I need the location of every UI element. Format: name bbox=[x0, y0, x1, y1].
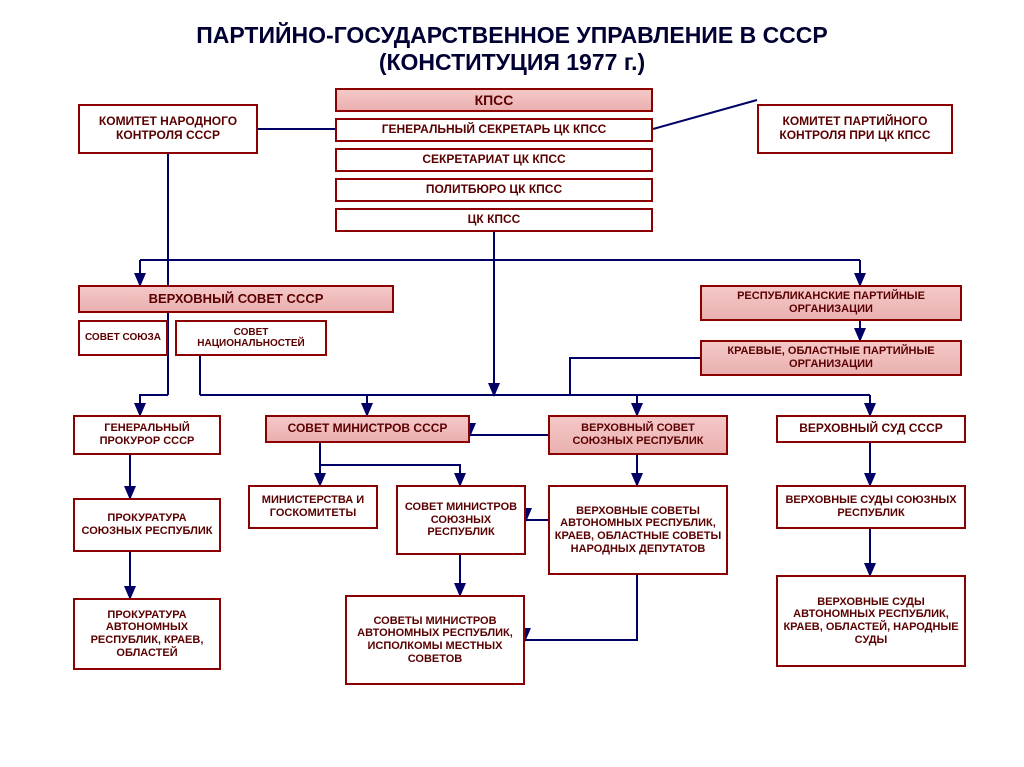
node-vsudsr: ВЕРХОВНЫЕ СУДЫ СОЮЗНЫХ РЕСПУБЛИК bbox=[776, 485, 966, 529]
node-genpr: ГЕНЕРАЛЬНЫЙ ПРОКУРОР СССР bbox=[73, 415, 221, 455]
title-line1: ПАРТИЙНО-ГОСУДАРСТВЕННОЕ УПРАВЛЕНИЕ В СС… bbox=[0, 22, 1024, 49]
node-mingk: МИНИСТЕРСТВА И ГОСКОМИТЕТЫ bbox=[248, 485, 378, 529]
node-smsr: СОВЕТ МИНИСТРОВ СОЮЗНЫХ РЕСПУБЛИК bbox=[396, 485, 526, 555]
node-kpss: КПСС bbox=[335, 88, 653, 112]
node-sovmin: СОВЕТ МИНИСТРОВ СССР bbox=[265, 415, 470, 443]
edge bbox=[570, 358, 700, 395]
node-kopo: КРАЕВЫЕ, ОБЛАСТНЫЕ ПАРТИЙНЫЕ ОРГАНИЗАЦИИ bbox=[700, 340, 962, 376]
edge bbox=[653, 100, 757, 129]
node-smar: СОВЕТЫ МИНИСТРОВ АВТОНОМНЫХ РЕСПУБЛИК, И… bbox=[345, 595, 525, 685]
node-vs: ВЕРХОВНЫЙ СОВЕТ СССР bbox=[78, 285, 394, 313]
node-snatc: СОВЕТ НАЦИОНАЛЬНОСТЕЙ bbox=[175, 320, 327, 356]
node-prar: ПРОКУРАТУРА АВТОНОМНЫХ РЕСПУБЛИК, КРАЕВ,… bbox=[73, 598, 221, 670]
node-vssr: ВЕРХОВНЫЙ СОВЕТ СОЮЗНЫХ РЕСПУБЛИК bbox=[548, 415, 728, 455]
node-gensek: ГЕНЕРАЛЬНЫЙ СЕКРЕТАРЬ ЦК КПСС bbox=[335, 118, 653, 142]
node-vsar: ВЕРХОВНЫЕ СОВЕТЫ АВТОНОМНЫХ РЕСПУБЛИК, К… bbox=[548, 485, 728, 575]
node-kpk: КОМИТЕТ ПАРТИЙНОГО КОНТРОЛЯ ПРИ ЦК КПСС bbox=[757, 104, 953, 154]
node-knk: КОМИТЕТ НАРОДНОГО КОНТРОЛЯ СССР bbox=[78, 104, 258, 154]
node-ck: ЦК КПСС bbox=[335, 208, 653, 232]
edge bbox=[320, 443, 460, 485]
edge bbox=[525, 575, 637, 640]
title-line2: (КОНСТИТУЦИЯ 1977 г.) bbox=[0, 49, 1024, 76]
node-rpo: РЕСПУБЛИКАНСКИЕ ПАРТИЙНЫЕ ОРГАНИЗАЦИИ bbox=[700, 285, 962, 321]
node-ssoyuz: СОВЕТ СОЮЗА bbox=[78, 320, 168, 356]
node-vsudar: ВЕРХОВНЫЕ СУДЫ АВТОНОМНЫХ РЕСПУБЛИК, КРА… bbox=[776, 575, 966, 667]
node-sekr: СЕКРЕТАРИАТ ЦК КПСС bbox=[335, 148, 653, 172]
node-prsr: ПРОКУРАТУРА СОЮЗНЫХ РЕСПУБЛИК bbox=[73, 498, 221, 552]
node-vsud: ВЕРХОВНЫЙ СУД СССР bbox=[776, 415, 966, 443]
page-title: ПАРТИЙНО-ГОСУДАРСТВЕННОЕ УПРАВЛЕНИЕ В СС… bbox=[0, 22, 1024, 76]
node-polit: ПОЛИТБЮРО ЦК КПСС bbox=[335, 178, 653, 202]
